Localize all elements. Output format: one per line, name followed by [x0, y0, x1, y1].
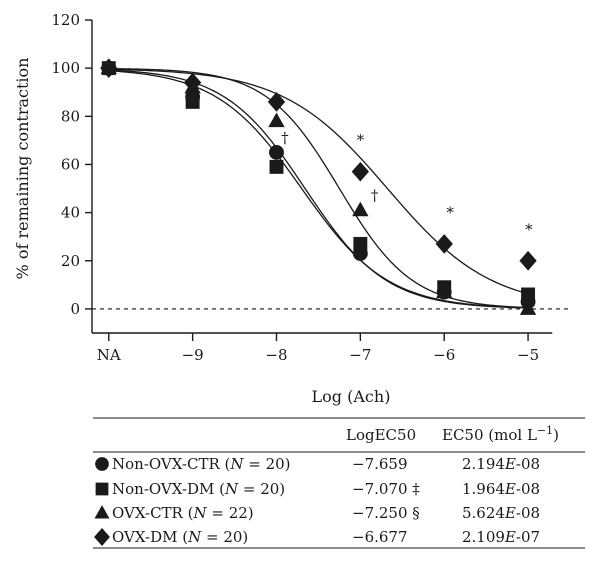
- row-ec50-mantissa: 1.964: [462, 480, 505, 498]
- data-point-triangle: [352, 201, 369, 217]
- asterisk-annotation: *: [357, 131, 365, 149]
- data-point-diamond: [435, 234, 453, 254]
- row-group-name: Non-OVX-CTR (N = 20): [112, 455, 291, 473]
- data-point-diamond: [100, 58, 118, 78]
- row-logec50: −7.659: [352, 455, 408, 473]
- row-ec50-mantissa: 5.624: [462, 504, 505, 522]
- row-n-symbol: N: [192, 504, 207, 522]
- row-group-name: OVX-CTR (N = 22): [112, 504, 254, 522]
- data-point-square: [185, 94, 200, 109]
- x-axis-label: Log (Ach): [312, 387, 391, 406]
- fit-curve-diamond: [108, 68, 529, 295]
- dagger-annotation: †: [281, 129, 289, 147]
- x-tick-label: −8: [265, 346, 287, 364]
- row-marker-diamond: [94, 527, 110, 547]
- x-tick-label: −5: [517, 346, 539, 364]
- row-n-value: = 20): [201, 528, 248, 546]
- row-marker-triangle: [94, 505, 110, 519]
- asterisk-annotation: *: [446, 203, 454, 221]
- row-ec50-e: E: [504, 455, 516, 473]
- significance-annotations: † * † * *: [281, 129, 533, 238]
- row-ec50-exponent: -07: [516, 528, 540, 546]
- x-tick-label: −9: [182, 346, 204, 364]
- row-group-name: OVX-DM (N = 20): [112, 528, 248, 546]
- row-ec50-exponent: -08: [516, 504, 540, 522]
- row-logec50: −7.250 §: [352, 504, 420, 522]
- data-point-triangle: [268, 112, 285, 128]
- row-ec50-exponent: -08: [516, 455, 540, 473]
- row-ec50-exponent: -08: [516, 480, 540, 498]
- row-logec50: −6.677: [352, 528, 408, 546]
- row-marker-circle: [95, 457, 109, 471]
- data-point-triangle: [436, 283, 453, 299]
- x-tick-label: −7: [349, 346, 371, 364]
- row-ec50: 2.109E-07: [462, 528, 540, 546]
- row-group-label: OVX-DM (: [112, 528, 188, 546]
- data-point-square: [521, 287, 536, 302]
- header-ec50-label: EC50 (mol L: [442, 426, 537, 444]
- x-tick-label: −6: [433, 346, 455, 364]
- data-point-circle: [269, 144, 284, 160]
- data-point-diamond: [183, 72, 202, 93]
- x-tick-label: NA: [97, 346, 121, 364]
- dagger-annotation: †: [371, 187, 379, 205]
- y-tick-label: 0: [70, 300, 80, 318]
- row-group-label: Non-OVX-CTR (: [112, 455, 230, 473]
- row-marker-square: [95, 482, 109, 496]
- row-logec50: −7.070 ‡: [352, 480, 420, 498]
- fit-curve-square: [108, 70, 529, 309]
- table-row: OVX-DM (N = 20) −6.677 2.109E-07: [94, 527, 540, 547]
- fit-curve-triangle: [108, 67, 529, 309]
- row-n-symbol: N: [187, 528, 202, 546]
- data-point-diamond: [267, 92, 286, 112]
- y-tick-label: 20: [61, 252, 80, 270]
- row-group-name: Non-OVX-DM (N = 20): [112, 480, 285, 498]
- row-ec50: 1.964E-08: [462, 480, 540, 498]
- row-ec50: 2.194E-08: [462, 455, 540, 473]
- table-row: Non-OVX-CTR (N = 20) −7.659 2.194E-08: [95, 455, 540, 473]
- row-ec50-mantissa: 2.194: [462, 455, 505, 473]
- header-ec50: EC50 (mol L−1): [442, 424, 559, 444]
- header-logec50: LogEC50: [346, 426, 416, 444]
- y-tick-label: 40: [61, 204, 80, 222]
- fit-curve-circle: [108, 69, 529, 309]
- row-group-label: OVX-CTR (: [112, 504, 193, 522]
- row-n-value: = 22): [207, 504, 254, 522]
- y-tick-label: 120: [51, 11, 80, 29]
- asterisk-annotation: *: [525, 220, 533, 238]
- row-ec50-e: E: [504, 480, 516, 498]
- y-tick-label: 80: [61, 107, 80, 125]
- header-ec50-exponent: −1: [537, 424, 553, 437]
- row-n-value: = 20): [238, 480, 285, 498]
- y-axis-label: % of remaining contraction: [13, 58, 32, 280]
- table-rows: Non-OVX-CTR (N = 20) −7.659 2.194E-08Non-O…: [94, 455, 540, 547]
- data-point-square: [353, 236, 368, 251]
- row-group-label: Non-OVX-DM (: [112, 480, 225, 498]
- y-tick-label: 60: [61, 155, 80, 173]
- ec50-table: LogEC50 EC50 (mol L−1) Non-OVX-CTR (N = …: [93, 417, 585, 549]
- row-n-value: = 20): [243, 455, 290, 473]
- row-ec50-mantissa: 2.109: [462, 528, 505, 546]
- row-ec50-e: E: [504, 528, 516, 546]
- table-row: Non-OVX-DM (N = 20) −7.070 ‡ 1.964E-08: [95, 480, 540, 498]
- row-ec50: 5.624E-08: [462, 504, 540, 522]
- plot-area: [92, 58, 570, 315]
- data-point-diamond: [351, 161, 369, 182]
- data-point-triangle: [519, 300, 537, 315]
- y-tick-label: 100: [51, 59, 80, 77]
- row-n-symbol: N: [229, 455, 244, 473]
- header-ec50-close: ): [553, 426, 559, 444]
- row-n-symbol: N: [224, 480, 239, 498]
- data-point-diamond: [519, 250, 537, 271]
- row-ec50-e: E: [504, 504, 516, 522]
- data-point-square: [269, 159, 284, 174]
- table-row: OVX-CTR (N = 22) −7.250 § 5.624E-08: [94, 504, 540, 522]
- axes: 0 20 40 60 80 100 120 NA −9 −8 −7 −6 −5 Log (Ach) % of…: [13, 11, 553, 406]
